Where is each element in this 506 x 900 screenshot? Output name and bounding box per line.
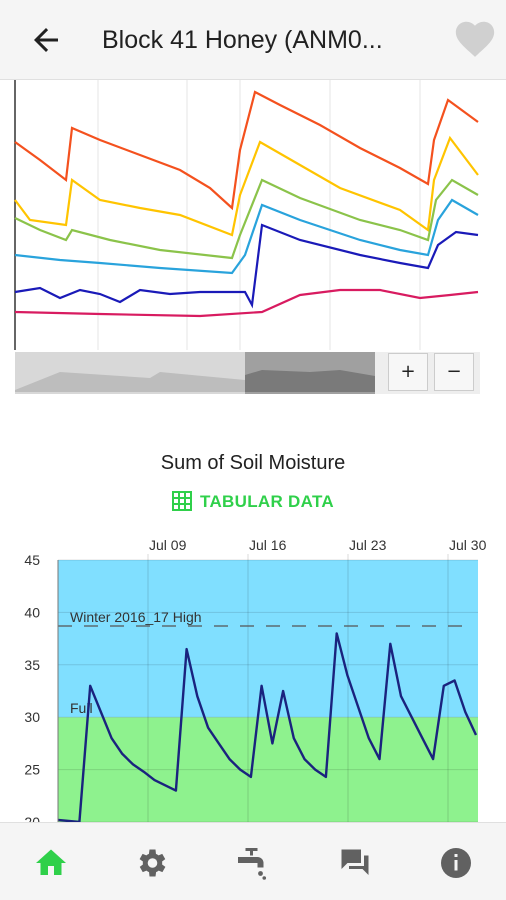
x-tick-label: Jul 30 [449,537,487,553]
soil-moisture-depth-chart[interactable] [0,80,506,400]
y-tick-label: 20 [24,814,40,822]
band-0 [58,717,478,822]
zoom-in-button[interactable]: + [388,353,428,391]
settings-icon[interactable] [133,845,169,881]
app-bar: Block 41 Honey (ANM0... [0,0,506,80]
depth-series-6 [14,288,479,318]
x-tick-label: Jul 09 [149,537,187,553]
table-icon [172,491,193,511]
chat-icon[interactable] [337,845,373,881]
band-1 [58,560,478,718]
bottom-navigation [0,822,506,900]
sum-soil-moisture-chart[interactable]: 20 25 30 35 40 45 Jul 09 Jul 16 Jul 23 Jul 30 Wint… [0,532,506,822]
depth-series-1 [14,90,479,211]
arrow-left-icon[interactable] [28,22,64,58]
x-tick-label: Jul 16 [249,537,287,553]
navigator-shape-selected [245,370,375,392]
y-tick-label: 25 [24,762,40,778]
reference-line-label: Winter 2016_17 High [70,609,202,625]
y-tick-label: 45 [24,552,40,568]
chart-title: Sum of Soil Moisture [160,452,346,474]
heart-icon[interactable] [450,16,500,62]
depth-series-3 [14,178,479,260]
series-line-0 [57,632,478,822]
y-tick-label: 30 [24,709,40,725]
depth-series-5 [14,223,479,309]
page-title: Block 41 Honey (ANM0... [102,26,383,54]
tabular-data-label: TABULAR DATA [200,492,334,511]
zoom-out-button[interactable]: − [434,353,474,391]
depth-series-4 [14,198,479,275]
tabular-data-link[interactable]: TABULAR DATA [0,491,506,512]
depth-series-2 [14,135,479,237]
home-icon[interactable] [33,845,69,881]
irrigation-tap-icon[interactable] [235,845,271,881]
info-icon[interactable] [438,845,474,881]
navigator-shape [15,372,245,392]
y-tick-label: 40 [24,604,40,620]
y-tick-label: 35 [24,657,40,673]
x-tick-label: Jul 23 [349,537,387,553]
grid [97,80,421,350]
